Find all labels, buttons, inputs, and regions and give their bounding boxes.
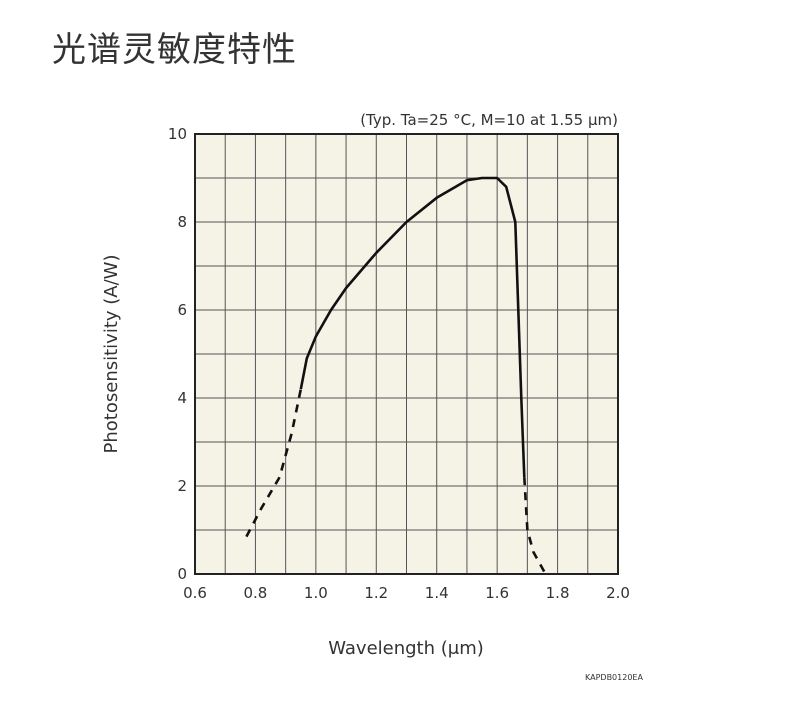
x-tick-label: 1.4 — [425, 584, 449, 602]
y-tick-label: 10 — [168, 125, 187, 143]
x-tick-label: 1.8 — [546, 584, 570, 602]
y-tick-label: 2 — [177, 477, 187, 495]
series-line-dashed — [523, 477, 547, 575]
y-axis-ticks: 0 2 4 6 8 10 — [168, 125, 187, 583]
x-tick-label: 1.0 — [304, 584, 328, 602]
y-axis-label: Photosensitivity (A/W) — [101, 255, 122, 454]
y-tick-label: 6 — [177, 301, 187, 319]
x-tick-label: 2.0 — [606, 584, 630, 602]
chart-title: (Typ. Ta=25 °C, M=10 at 1.55 μm) — [360, 111, 618, 129]
x-tick-label: 1.6 — [485, 584, 509, 602]
y-tick-label: 0 — [177, 565, 187, 583]
x-axis-ticks: 0.6 0.8 1.0 1.2 1.4 1.6 1.8 2.0 — [183, 584, 630, 602]
page-title: 光谱灵敏度特性 — [52, 30, 297, 70]
plot-frame — [194, 133, 619, 575]
x-axis-label: Wavelength (μm) — [328, 638, 484, 659]
x-tick-label: 1.2 — [364, 584, 388, 602]
figure-code: KAPDB0120EA — [585, 673, 643, 682]
y-tick-label: 4 — [177, 389, 187, 407]
x-tick-label: 0.6 — [183, 584, 207, 602]
series-layer — [245, 176, 547, 575]
y-tick-label: 8 — [177, 213, 187, 231]
grid — [195, 134, 618, 574]
x-tick-label: 0.8 — [243, 584, 267, 602]
series-line-solid — [299, 176, 526, 478]
series-line-dashed — [245, 388, 303, 538]
